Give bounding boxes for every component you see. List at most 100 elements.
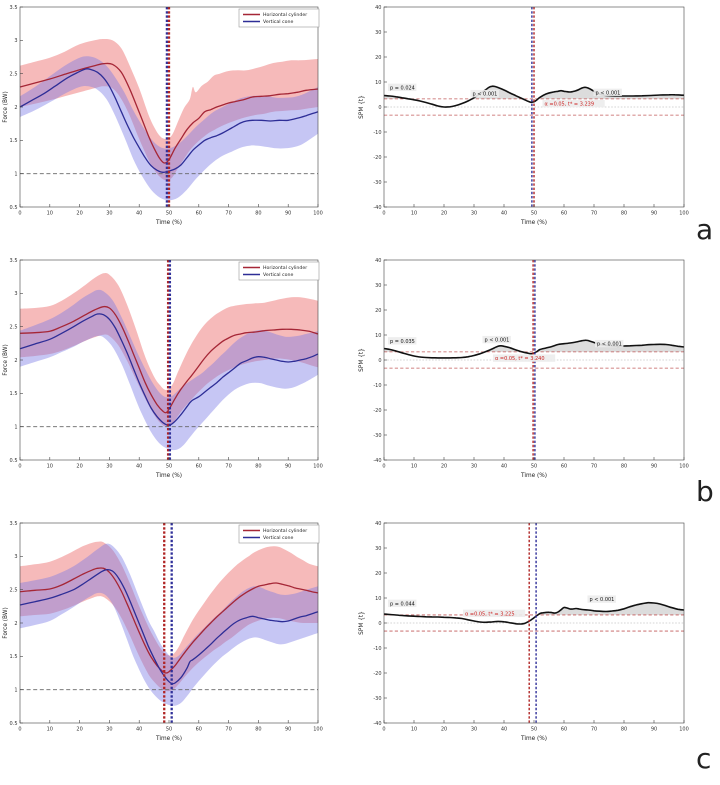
panel-label-b: b [696,475,714,508]
svg-text:3: 3 [14,291,17,297]
svg-text:30: 30 [375,546,381,552]
svg-text:40: 40 [375,521,381,527]
svg-text:10: 10 [411,727,417,733]
svg-text:0: 0 [18,464,21,470]
svg-text:10: 10 [375,596,381,602]
svg-text:50: 50 [531,211,537,217]
svg-text:100: 100 [313,727,323,733]
svg-text:-10: -10 [373,646,381,652]
svg-text:Time (%): Time (%) [155,736,182,742]
svg-text:20: 20 [441,211,447,217]
svg-text:20: 20 [375,55,381,61]
svg-text:2.5: 2.5 [10,324,18,330]
svg-text:90: 90 [285,727,291,733]
svg-text:100: 100 [313,211,323,217]
svg-text:α =0.05, t* = 3.239: α =0.05, t* = 3.239 [545,102,595,108]
svg-text:90: 90 [651,727,657,733]
svg-text:0.5: 0.5 [10,205,18,211]
svg-text:Horizontal cylinder: Horizontal cylinder [263,12,307,18]
svg-text:10: 10 [375,333,381,339]
svg-text:Time (%): Time (%) [520,220,547,226]
svg-text:p < 0.001: p < 0.001 [597,342,622,348]
svg-text:2.5: 2.5 [10,71,18,77]
svg-text:0: 0 [378,621,381,627]
svg-text:1.5: 1.5 [10,138,18,144]
svg-text:60: 60 [196,211,202,217]
svg-text:20: 20 [441,464,447,470]
svg-text:20: 20 [76,464,82,470]
svg-text:80: 80 [621,211,627,217]
svg-text:70: 70 [225,211,231,217]
svg-text:2: 2 [14,358,17,364]
svg-text:30: 30 [375,283,381,289]
svg-text:-30: -30 [373,180,381,186]
svg-text:20: 20 [76,727,82,733]
svg-text:-20: -20 [373,408,381,414]
svg-text:-20: -20 [373,671,381,677]
svg-text:30: 30 [471,464,477,470]
svg-text:50: 50 [166,727,172,733]
svg-text:α =0.05, t* = 3.225: α =0.05, t* = 3.225 [465,611,515,617]
svg-text:3: 3 [14,554,17,560]
svg-text:2: 2 [14,621,17,627]
svg-text:50: 50 [531,727,537,733]
svg-text:80: 80 [255,464,261,470]
svg-text:40: 40 [501,727,507,733]
svg-text:10: 10 [47,727,53,733]
panel-c-force-chart: 0 10 20 30 40 50 60 70 80 90 100 0.5 1 1.5 2 2.5 3 3.5 Tim… [3,521,323,742]
svg-text:90: 90 [285,464,291,470]
svg-text:SPM {t}: SPM {t} [359,95,365,119]
svg-text:40: 40 [501,464,507,470]
svg-text:20: 20 [375,308,381,314]
svg-text:0: 0 [18,727,21,733]
svg-text:0: 0 [382,727,385,733]
svg-text:2: 2 [14,105,17,111]
svg-text:30: 30 [471,727,477,733]
svg-text:20: 20 [375,571,381,577]
svg-text:-40: -40 [373,458,381,464]
svg-text:Vertical cone: Vertical cone [263,272,293,278]
svg-text:-40: -40 [373,721,381,727]
svg-text:0.5: 0.5 [10,458,18,464]
svg-text:3: 3 [14,38,17,44]
svg-text:70: 70 [225,727,231,733]
svg-text:80: 80 [255,727,261,733]
svg-text:SPM {t}: SPM {t} [359,348,365,372]
svg-text:Horizontal cylinder: Horizontal cylinder [263,265,307,271]
svg-text:50: 50 [166,211,172,217]
svg-text:100: 100 [679,727,689,733]
svg-text:80: 80 [255,211,261,217]
svg-text:60: 60 [561,211,567,217]
svg-text:-10: -10 [373,383,381,389]
svg-text:10: 10 [411,464,417,470]
svg-text:Force (BW): Force (BW) [3,344,9,376]
svg-text:SPM {t}: SPM {t} [359,611,365,635]
panel-c-spm-chart: 0 10 20 30 40 50 60 70 80 90 100 -40 -30 -20 -10 0 10 20 3… [359,521,689,742]
svg-text:p < 0.001: p < 0.001 [485,338,510,344]
svg-text:p < 0.001: p < 0.001 [590,597,615,603]
svg-text:40: 40 [136,211,142,217]
panel-label-c: c [696,742,712,775]
svg-text:20: 20 [76,211,82,217]
svg-text:Time (%): Time (%) [520,736,547,742]
svg-text:2.5: 2.5 [10,587,18,593]
svg-text:90: 90 [651,464,657,470]
svg-text:40: 40 [136,464,142,470]
svg-text:0.5: 0.5 [10,721,18,727]
svg-text:90: 90 [651,211,657,217]
svg-text:1.5: 1.5 [10,391,18,397]
svg-text:1: 1 [14,424,17,430]
svg-text:p = 0.024: p = 0.024 [390,85,415,91]
svg-text:α =0.05, t* = 3.240: α =0.05, t* = 3.240 [495,356,545,362]
svg-text:30: 30 [106,464,112,470]
svg-text:Force (BW): Force (BW) [3,607,9,639]
svg-text:p < 0.001: p < 0.001 [473,92,498,98]
svg-text:70: 70 [225,464,231,470]
svg-text:70: 70 [591,727,597,733]
svg-text:-30: -30 [373,696,381,702]
panel-a-spm-chart: 0 10 20 30 40 50 60 70 80 90 100 -40 -30 -20 -10 0 10 20 3… [359,5,689,226]
svg-text:-30: -30 [373,433,381,439]
svg-text:40: 40 [375,258,381,264]
panel-b-spm-chart: 0 10 20 30 40 50 60 70 80 90 100 -40 -30 -20 -10 0 10 20 3… [359,258,689,479]
svg-text:60: 60 [561,464,567,470]
